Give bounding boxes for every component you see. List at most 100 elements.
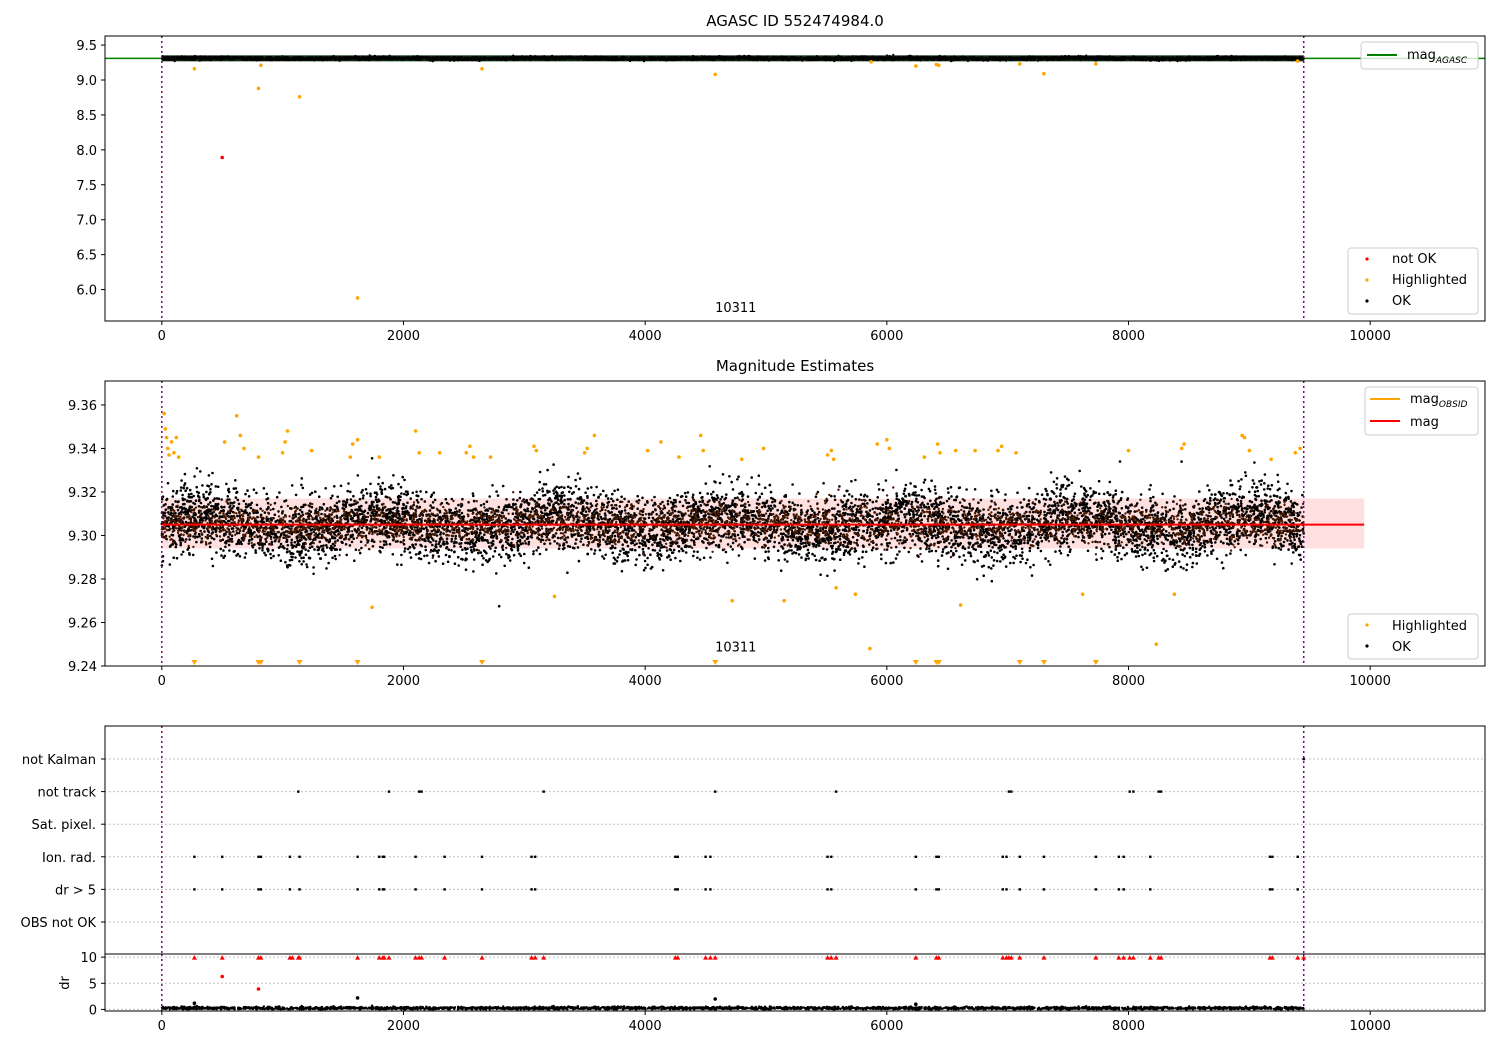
data-point-ok xyxy=(508,57,511,60)
data-point-ok xyxy=(1014,57,1017,60)
data-point-ok xyxy=(804,57,807,60)
data-point-ok xyxy=(613,59,616,62)
data-point-ok xyxy=(499,57,502,60)
data-point-ok xyxy=(1086,57,1089,60)
data-point-ok xyxy=(1191,57,1195,60)
data-point-ok xyxy=(1166,56,1169,60)
data-point-ok xyxy=(959,57,963,60)
data-point-ok xyxy=(458,58,461,61)
data-point-ok xyxy=(828,57,831,61)
data-point-ok xyxy=(1194,57,1197,61)
data-point-ok xyxy=(554,57,557,61)
data-point-ok xyxy=(1224,57,1227,60)
data-point-ok xyxy=(889,57,892,60)
data-point-ok xyxy=(919,59,922,62)
data-point-ok xyxy=(847,57,850,60)
data-point-ok xyxy=(931,56,934,59)
data-point-ok xyxy=(594,58,598,61)
data-point-ok xyxy=(1127,57,1130,60)
data-point-ok xyxy=(1141,56,1144,59)
data-point-ok xyxy=(458,56,461,60)
data-point-ok xyxy=(968,56,972,59)
data-point-ok xyxy=(218,56,221,59)
data-point-ok xyxy=(1209,57,1212,60)
data-point-ok xyxy=(1235,56,1238,59)
data-point-ok xyxy=(648,58,651,61)
data-point-ok xyxy=(877,55,880,59)
data-point-ok xyxy=(909,56,912,59)
data-point-ok xyxy=(830,58,833,61)
data-point-ok xyxy=(950,57,953,60)
data-point-ok xyxy=(1081,55,1085,58)
data-point-ok xyxy=(730,56,733,59)
data-point-ok xyxy=(1124,58,1127,61)
data-point-ok xyxy=(1258,56,1261,59)
data-point-ok xyxy=(1229,56,1232,59)
data-point-ok xyxy=(278,56,281,60)
data-point-ok xyxy=(835,58,838,61)
data-point-ok xyxy=(239,57,242,60)
data-point-ok xyxy=(235,56,238,59)
data-point-ok xyxy=(166,56,170,59)
data-point-ok xyxy=(716,56,719,59)
data-point-ok xyxy=(233,57,236,61)
data-point-ok xyxy=(1154,58,1157,61)
data-point-ok xyxy=(347,56,350,59)
data-point-ok xyxy=(281,58,284,62)
data-point-ok xyxy=(505,58,508,61)
data-point-ok xyxy=(1174,57,1177,61)
data-point-ok xyxy=(933,58,936,62)
data-point-ok xyxy=(867,56,870,59)
data-point-ok xyxy=(371,57,375,61)
data-point-ok xyxy=(1221,57,1224,60)
data-point-ok xyxy=(1264,57,1267,60)
data-point-ok xyxy=(713,58,716,62)
data-point-ok xyxy=(909,54,912,57)
data-point-ok xyxy=(519,57,523,61)
data-point-ok xyxy=(335,56,338,59)
data-point-ok xyxy=(581,57,584,60)
data-point-ok xyxy=(345,56,348,59)
data-point-ok xyxy=(653,56,657,59)
data-point-ok xyxy=(579,57,582,60)
data-point-ok xyxy=(761,58,764,61)
data-point-ok xyxy=(1045,56,1049,59)
data-point-ok xyxy=(315,56,318,59)
data-point-ok xyxy=(850,57,853,60)
data-point-ok xyxy=(335,58,338,61)
data-point-ok xyxy=(538,56,542,59)
data-point-ok xyxy=(802,57,806,60)
data-point-ok xyxy=(1253,56,1256,59)
data-point-ok xyxy=(902,58,905,61)
data-point-ok xyxy=(198,55,201,59)
data-point-ok xyxy=(877,57,880,60)
data-point-ok xyxy=(1292,57,1295,60)
data-point-ok xyxy=(681,57,684,60)
data-point-ok xyxy=(358,57,361,60)
data-point-ok xyxy=(257,56,260,59)
data-point-ok xyxy=(990,57,993,60)
data-point-ok xyxy=(1250,56,1253,59)
data-point-ok xyxy=(292,57,295,61)
data-point-ok xyxy=(610,58,613,61)
data-point-ok xyxy=(1042,57,1045,60)
data-point-ok xyxy=(1286,56,1289,60)
data-point-ok xyxy=(972,55,975,58)
data-point-ok xyxy=(273,57,276,61)
data-point-ok xyxy=(1095,55,1098,59)
data-point-ok xyxy=(1001,58,1004,61)
data-point-ok xyxy=(652,57,655,61)
data-point-ok xyxy=(1111,57,1114,60)
data-point-ok xyxy=(1164,58,1167,61)
data-point-ok xyxy=(1294,56,1297,59)
data-point-ok xyxy=(780,55,783,58)
data-point-ok xyxy=(1262,56,1265,59)
data-point-ok xyxy=(857,57,860,60)
data-point-ok xyxy=(193,54,196,58)
data-point-ok xyxy=(1232,58,1235,61)
data-point-ok xyxy=(1112,58,1115,61)
data-point-ok xyxy=(816,58,819,61)
data-point-ok xyxy=(1265,55,1268,59)
data-point-ok xyxy=(1184,59,1188,62)
data-point-ok xyxy=(471,59,474,62)
